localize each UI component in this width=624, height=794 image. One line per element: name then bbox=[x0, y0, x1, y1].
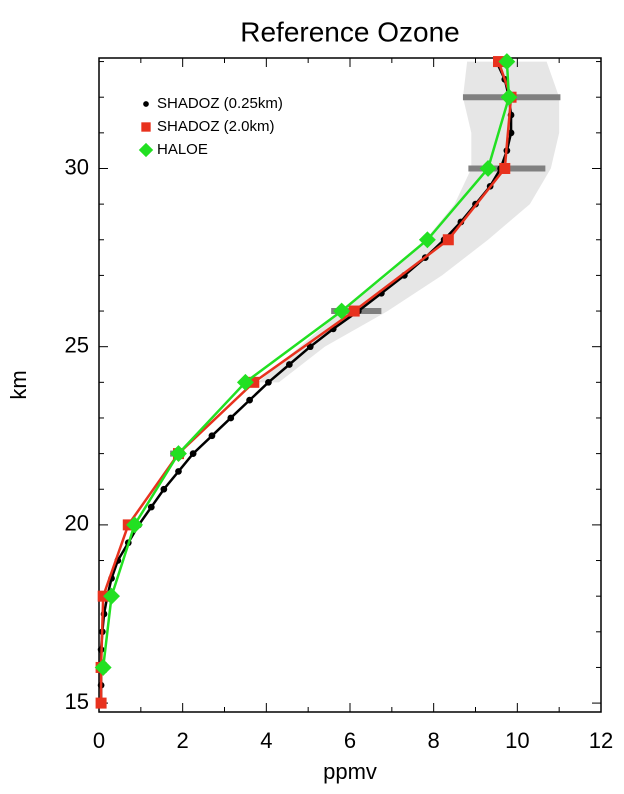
data-point bbox=[418, 231, 436, 249]
y-tick-label: 20 bbox=[65, 511, 89, 536]
x-tick-label: 0 bbox=[93, 728, 105, 753]
data-point bbox=[126, 516, 144, 534]
legend-marker bbox=[138, 142, 154, 158]
series-line bbox=[101, 61, 511, 668]
y-tick-label: 30 bbox=[65, 154, 89, 179]
x-tick-label: 2 bbox=[177, 728, 189, 753]
data-point bbox=[507, 129, 515, 137]
legend-label: SHADOZ (0.25km) bbox=[157, 95, 283, 112]
data-point bbox=[479, 160, 497, 177]
data-point bbox=[246, 396, 253, 404]
data-point bbox=[175, 468, 182, 475]
data-point bbox=[348, 305, 360, 317]
data-point bbox=[147, 503, 155, 511]
data-point bbox=[103, 587, 120, 605]
legend-marker bbox=[141, 122, 151, 132]
data-point bbox=[499, 162, 511, 174]
x-tick-label: 8 bbox=[428, 728, 440, 753]
data-point bbox=[333, 302, 351, 320]
data-point bbox=[160, 485, 168, 493]
legend-label: SHADOZ (2.0km) bbox=[157, 118, 275, 135]
x-axis-label: ppmv bbox=[323, 759, 377, 784]
data-point bbox=[500, 88, 518, 106]
data-point bbox=[227, 414, 235, 422]
data-point bbox=[236, 373, 254, 391]
chart-title: Reference Ozone bbox=[240, 16, 459, 47]
y-tick-label: 15 bbox=[65, 689, 89, 714]
x-tick-label: 4 bbox=[260, 728, 272, 753]
data-point bbox=[498, 53, 516, 71]
data-point bbox=[285, 361, 293, 368]
x-tick-label: 6 bbox=[344, 728, 356, 753]
data-point bbox=[306, 343, 314, 351]
data-point bbox=[265, 378, 272, 386]
x-tick-label: 12 bbox=[589, 728, 613, 753]
legend-label: HALOE bbox=[157, 141, 208, 158]
y-axis-label: km bbox=[6, 370, 31, 399]
uncertainty-band bbox=[257, 61, 560, 383]
data-point bbox=[94, 658, 112, 676]
data-point bbox=[208, 432, 216, 440]
legend-marker bbox=[143, 101, 149, 107]
x-tick-label: 10 bbox=[505, 728, 529, 753]
data-point bbox=[442, 234, 454, 246]
data-point bbox=[95, 697, 107, 709]
y-tick-label: 25 bbox=[65, 332, 89, 357]
data-point bbox=[189, 450, 197, 457]
data-point bbox=[170, 445, 187, 463]
